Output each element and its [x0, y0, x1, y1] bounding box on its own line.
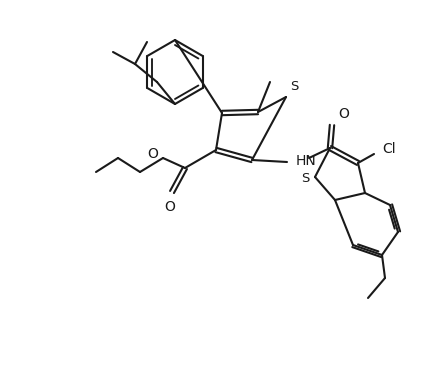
Text: HN: HN: [296, 154, 317, 168]
Text: O: O: [147, 147, 158, 161]
Text: O: O: [338, 107, 349, 121]
Text: Cl: Cl: [382, 142, 396, 156]
Text: O: O: [165, 200, 175, 214]
Text: S: S: [301, 172, 309, 186]
Text: S: S: [290, 80, 298, 93]
